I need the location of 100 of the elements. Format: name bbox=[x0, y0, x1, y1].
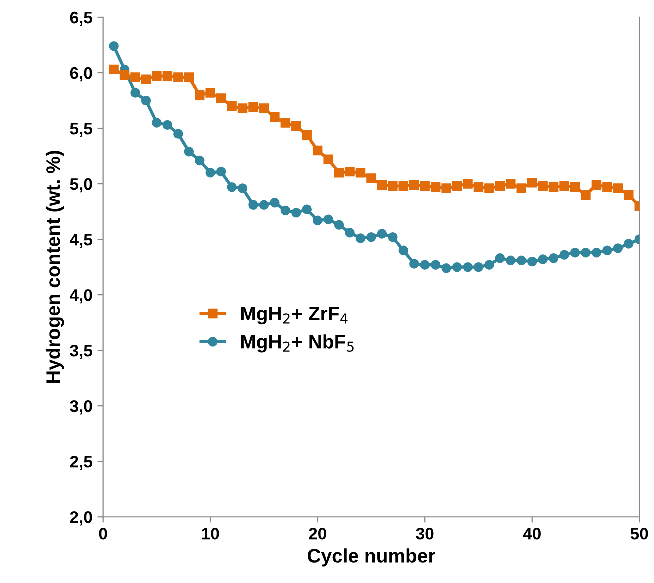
point bbox=[463, 179, 473, 189]
point bbox=[324, 154, 334, 164]
point bbox=[366, 174, 376, 184]
point bbox=[141, 74, 152, 85]
point bbox=[120, 70, 130, 80]
point bbox=[538, 181, 548, 192]
point bbox=[184, 72, 194, 82]
point bbox=[366, 232, 376, 242]
point bbox=[259, 104, 270, 114]
point bbox=[560, 181, 570, 192]
point bbox=[377, 229, 388, 239]
point bbox=[398, 181, 409, 192]
y-tick-label: 2,0 bbox=[70, 512, 92, 526]
point bbox=[216, 94, 226, 104]
x-tick-label: 30 bbox=[416, 528, 434, 540]
point bbox=[152, 118, 162, 128]
point bbox=[452, 262, 462, 272]
point bbox=[227, 101, 237, 112]
point bbox=[463, 262, 473, 272]
point bbox=[442, 184, 452, 194]
point bbox=[388, 232, 398, 242]
point bbox=[474, 182, 484, 192]
x-axis-title: Cycle number bbox=[308, 548, 436, 567]
legend-label: MgH$_{2}$+ NbF$_{5}$ bbox=[241, 334, 354, 353]
point bbox=[388, 181, 398, 192]
point bbox=[592, 248, 602, 258]
point bbox=[527, 178, 538, 188]
x-tick-label: 50 bbox=[630, 528, 648, 540]
point bbox=[248, 200, 258, 210]
point bbox=[345, 166, 355, 177]
y-tick-label: 4,5 bbox=[70, 234, 92, 248]
point bbox=[398, 246, 409, 256]
point bbox=[334, 220, 344, 230]
point bbox=[356, 234, 366, 244]
y-tick-label: 6,5 bbox=[70, 12, 92, 26]
point bbox=[206, 88, 216, 98]
point bbox=[516, 256, 526, 266]
x-tick-label: 40 bbox=[523, 528, 541, 540]
y-tick-label: 3,0 bbox=[70, 400, 92, 415]
point bbox=[624, 190, 634, 200]
point bbox=[495, 181, 506, 192]
point bbox=[270, 112, 280, 122]
point bbox=[130, 72, 140, 82]
point bbox=[195, 156, 205, 166]
point bbox=[506, 179, 516, 189]
point bbox=[430, 260, 441, 270]
x-tick-label: 20 bbox=[309, 528, 326, 540]
point bbox=[259, 200, 270, 210]
point bbox=[109, 64, 119, 75]
point bbox=[516, 184, 526, 194]
point bbox=[141, 96, 152, 106]
x-tick-label: 0 bbox=[99, 528, 108, 540]
point bbox=[302, 204, 312, 214]
point bbox=[324, 214, 334, 224]
point bbox=[484, 184, 494, 194]
point bbox=[570, 182, 580, 192]
point bbox=[216, 166, 226, 177]
y-tick-label: 2,5 bbox=[70, 456, 92, 470]
y-tick-label: 3,5 bbox=[70, 344, 92, 360]
point bbox=[280, 118, 291, 128]
point bbox=[484, 260, 494, 270]
point bbox=[420, 260, 430, 270]
point bbox=[184, 146, 194, 157]
point bbox=[280, 206, 291, 216]
point bbox=[602, 182, 612, 192]
point bbox=[238, 184, 248, 194]
point bbox=[238, 104, 248, 114]
point bbox=[581, 190, 591, 200]
point bbox=[410, 259, 420, 269]
point bbox=[162, 120, 173, 130]
y-tick-label: 5,0 bbox=[70, 178, 92, 193]
y-tick-label: 4,0 bbox=[70, 289, 92, 304]
y-axis-title: Hydrogen content (wt. %) bbox=[46, 151, 64, 384]
point bbox=[452, 181, 462, 192]
point bbox=[506, 256, 516, 266]
point bbox=[152, 71, 162, 82]
point bbox=[474, 262, 484, 272]
point bbox=[334, 168, 344, 178]
point bbox=[602, 246, 612, 256]
point bbox=[560, 250, 570, 260]
point bbox=[613, 244, 624, 254]
point bbox=[270, 198, 280, 208]
point bbox=[356, 168, 366, 178]
point bbox=[410, 180, 420, 190]
point bbox=[442, 264, 452, 274]
point bbox=[302, 130, 312, 140]
point bbox=[195, 90, 205, 100]
point bbox=[312, 146, 323, 156]
y-tick-label: 6,0 bbox=[70, 67, 92, 82]
point bbox=[548, 182, 559, 192]
point bbox=[174, 72, 184, 82]
point bbox=[592, 180, 602, 190]
point bbox=[162, 71, 173, 82]
point bbox=[130, 88, 140, 98]
point bbox=[227, 182, 237, 192]
point bbox=[248, 102, 258, 112]
point bbox=[345, 228, 355, 238]
point bbox=[174, 129, 184, 139]
point bbox=[292, 208, 302, 218]
point bbox=[581, 248, 591, 258]
